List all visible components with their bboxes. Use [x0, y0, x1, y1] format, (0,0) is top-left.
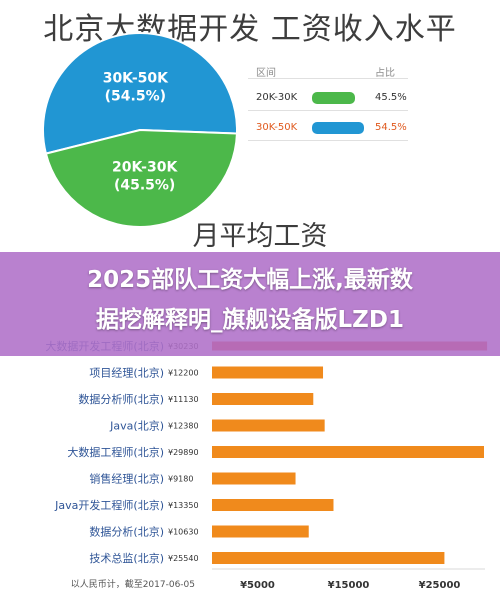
- bar: [212, 552, 445, 564]
- bar-value-label: ¥12380: [168, 422, 199, 431]
- x-tick-label: ¥5000: [240, 580, 275, 591]
- x-tick-label: ¥15000: [328, 580, 370, 591]
- bar-value-label: ¥13350: [168, 501, 199, 510]
- bar-value-label: ¥29890: [168, 448, 199, 457]
- bar: [212, 366, 324, 379]
- bar-value-label: ¥9180: [168, 475, 193, 484]
- bar-value-label: ¥11130: [168, 395, 199, 404]
- bar: [212, 393, 314, 405]
- bar: [212, 446, 484, 458]
- bar-category-label: 数据分析(北京): [89, 525, 164, 539]
- pie-slice-label: 30K-50K: [103, 71, 169, 87]
- table-header-range: 区间: [256, 68, 276, 79]
- pie-slice: [44, 128, 238, 228]
- bar-category-label: 技术总监(北京): [89, 551, 164, 565]
- pie-slice-label: 20K-30K: [112, 159, 178, 175]
- pie-chart: 30K-50K (54.5%) 20K-30K (45.5%): [42, 32, 238, 228]
- table-row: 20K-30K 45.5%: [248, 86, 408, 110]
- headline-line-2: 据挖解释明_旗舰设备版LZD1: [96, 307, 404, 333]
- bar: [212, 525, 309, 538]
- table-row-bar: [312, 122, 364, 134]
- table-header-row: 区间 占比: [248, 58, 408, 82]
- table-header-share: 占比: [375, 68, 395, 79]
- table-divider: [248, 78, 408, 79]
- table-row-range: 30K-50K: [256, 122, 298, 133]
- headline-overlay-band: [0, 252, 500, 356]
- pie-slice-percent: (45.5%): [114, 177, 175, 193]
- table-row: 30K-50K 54.5%: [248, 116, 408, 140]
- pie-chart-subtitle: 月平均工资: [192, 221, 328, 252]
- salary-bar-chart: 大数据开发工程师(北京)¥30230项目经理(北京)¥12200数据分析师(北京…: [45, 339, 488, 591]
- bar: [212, 472, 296, 485]
- pie-slice: [42, 32, 238, 155]
- table-row-share: 54.5%: [375, 122, 407, 133]
- bar: [212, 419, 325, 432]
- bar-value-label: ¥25540: [168, 554, 199, 563]
- bar-category-label: 大数据工程师(北京): [67, 445, 164, 459]
- bar-category-label: 项目经理(北京): [89, 366, 164, 380]
- table-divider: [248, 140, 408, 141]
- chart-footnote: 以人民币计，截至2017-06-05: [71, 578, 195, 590]
- bar: [212, 499, 334, 511]
- bar-category-label: 数据分析师(北京): [78, 392, 164, 406]
- table-row-range: 20K-30K: [256, 92, 298, 103]
- bar-value-label: ¥10630: [168, 528, 199, 537]
- pie-slice-percent: (54.5%): [105, 89, 166, 105]
- headline-overlay[interactable]: 2025部队工资大幅上涨,最新数 据挖解释明_旗舰设备版LZD1: [10, 260, 490, 340]
- headline-line-1: 2025部队工资大幅上涨,最新数: [87, 267, 413, 293]
- table-row-share: 45.5%: [375, 92, 407, 103]
- bar-category-label: Java开发工程师(北京): [54, 498, 164, 512]
- bar-category-label: 销售经理(北京): [89, 472, 164, 486]
- bar-category-label: Java(北京): [109, 419, 164, 433]
- table-divider: [248, 110, 408, 111]
- bar-value-label: ¥12200: [168, 369, 199, 378]
- table-row-bar: [312, 92, 356, 104]
- x-tick-label: ¥25000: [419, 580, 461, 591]
